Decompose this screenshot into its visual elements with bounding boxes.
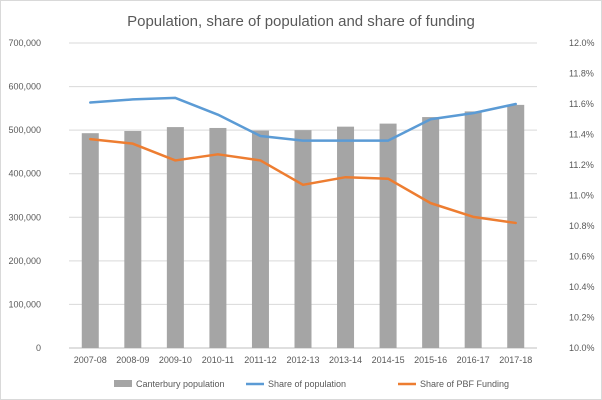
bar-series: [81, 104, 525, 349]
left-axis-tick-label: 0: [36, 343, 41, 353]
right-axis-tick-label: 10.4%: [569, 282, 595, 292]
x-axis-tick-label: 2016-17: [457, 355, 490, 365]
x-axis-tick-label: 2008-09: [116, 355, 149, 365]
left-axis-tick-label: 600,000: [8, 82, 41, 92]
x-axis-tick-label: 2011-12: [244, 355, 276, 365]
x-axis-tick-label: 2009-10: [159, 355, 192, 365]
left-axis-tick-label: 500,000: [8, 125, 41, 135]
bar-canterbury-population: [507, 104, 525, 348]
x-axis-tick-label: 2017-18: [499, 355, 532, 365]
left-axis-tick-label: 700,000: [8, 38, 41, 48]
x-axis-tick-label: 2015-16: [414, 355, 447, 365]
x-axis-ticks: 2007-08 2008-09 2009-10 2010-11 2011-12 2012-…: [74, 355, 532, 365]
bar-canterbury-population: [379, 123, 397, 348]
line-share-of-population: [89, 96, 517, 142]
x-axis-tick-label: 2014-15: [372, 355, 405, 365]
x-axis-tick-label: 2010-11: [202, 355, 234, 365]
chart-title: Population, share of population and shar…: [127, 13, 475, 30]
left-axis-tick-label: 300,000: [8, 212, 41, 222]
legend-label: Canterbury population: [136, 379, 225, 389]
left-axis-tick-label: 100,000: [8, 299, 41, 309]
right-axis-ticks: 10.0% 10.2% 10.4% 10.6% 10.8% 11.0% 11.2% 11.4%…: [569, 38, 595, 353]
left-axis-tick-label: 200,000: [8, 256, 41, 266]
bar-canterbury-population: [422, 117, 440, 348]
legend: Canterbury population Share of population…: [114, 379, 509, 389]
right-axis-tick-label: 11.6%: [569, 99, 594, 109]
x-axis-tick-label: 2007-08: [74, 355, 107, 365]
right-axis-tick-label: 11.8%: [569, 69, 594, 79]
bar-canterbury-population: [209, 127, 227, 348]
bar-canterbury-population: [251, 130, 269, 348]
line-share-of-pbf-funding: [89, 137, 517, 225]
bar-canterbury-population: [294, 130, 312, 348]
bar-canterbury-population: [166, 127, 184, 348]
left-axis-tick-label: 400,000: [8, 169, 41, 179]
legend-label: Share of population: [268, 379, 346, 389]
bar-canterbury-population: [124, 131, 142, 348]
x-axis-tick-label: 2013-14: [329, 355, 362, 365]
right-axis-tick-label: 11.4%: [569, 130, 594, 140]
line-series: [89, 96, 517, 225]
legend-swatch-bar: [114, 380, 132, 387]
left-axis-ticks: 0 100,000 200,000 300,000 400,000 500,000 600,…: [8, 38, 41, 353]
right-axis-tick-label: 11.2%: [569, 160, 594, 170]
legend-label: Share of PBF Funding: [420, 379, 509, 389]
right-axis-tick-label: 12.0%: [569, 38, 595, 48]
bar-canterbury-population: [337, 126, 355, 349]
bar-canterbury-population: [81, 133, 99, 348]
right-axis-tick-label: 10.0%: [569, 343, 595, 353]
right-axis-tick-label: 10.2%: [569, 313, 595, 323]
right-axis-tick-label: 10.6%: [569, 252, 595, 262]
bar-canterbury-population: [464, 111, 482, 349]
right-axis-tick-label: 10.8%: [569, 221, 595, 231]
x-axis-tick-label: 2012-13: [286, 355, 319, 365]
right-axis-tick-label: 11.0%: [569, 191, 594, 201]
